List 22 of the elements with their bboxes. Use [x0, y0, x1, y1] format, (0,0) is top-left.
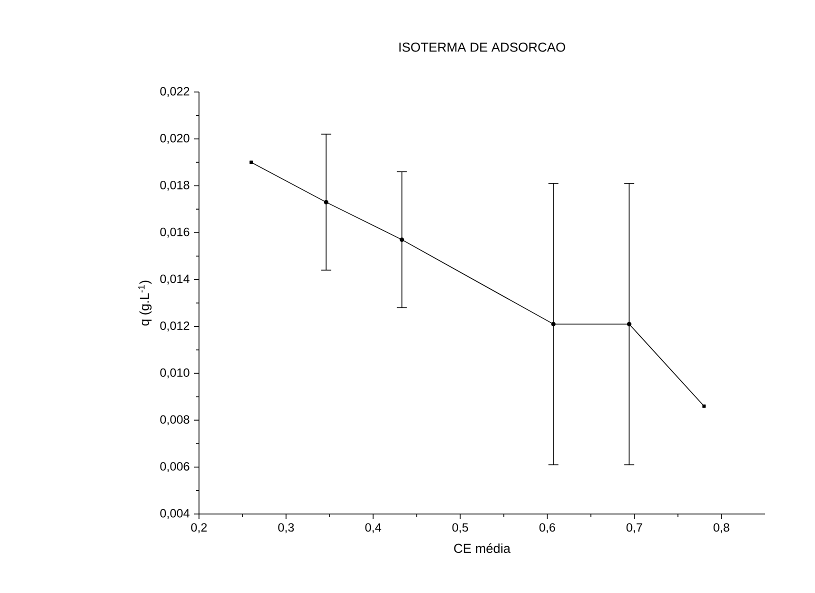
- x-tick-label: 0,4: [365, 523, 382, 534]
- y-tick-label: 0,006: [160, 462, 190, 472]
- point: [250, 160, 253, 164]
- y-tick-label: 0,020: [160, 134, 190, 144]
- x-tick-label: 0,5: [452, 523, 468, 534]
- y-axis-title: q (g.L$^{-1}$): [138, 280, 152, 326]
- y-tick-label: 0,014: [160, 274, 190, 284]
- x-tick-label: 0,6: [539, 523, 556, 534]
- y-tick-label: 0,016: [160, 228, 190, 238]
- x-tick-label: 0,2: [191, 523, 207, 534]
- y-tick-label: 0,022: [160, 87, 190, 97]
- chart-title: ISOTERMA DE ADSORCAO: [399, 42, 566, 52]
- y-tick-label: 0,012: [160, 321, 190, 332]
- x-tick-label: 0,3: [278, 523, 294, 534]
- point: [702, 404, 706, 408]
- x-axis-title: CE média: [454, 543, 511, 553]
- x-tick-label: 0,7: [626, 523, 642, 534]
- y-tick-label: 0,008: [160, 415, 190, 426]
- y-tick-label: 0,018: [160, 180, 190, 191]
- x-tick-label: 0,8: [714, 523, 730, 534]
- y-tick-label: 0,010: [160, 368, 190, 378]
- y-tick-label: 0,004: [160, 509, 190, 519]
